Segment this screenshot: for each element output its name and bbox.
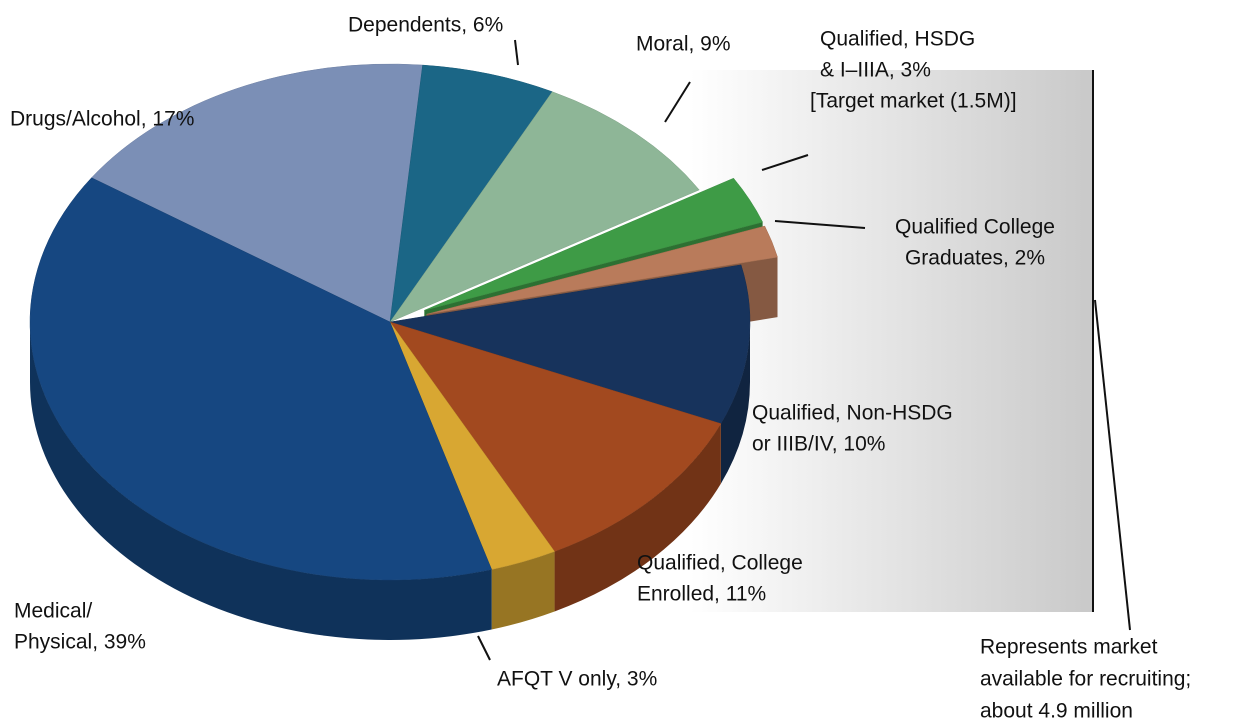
slice [389, 64, 553, 323]
slice [29, 177, 492, 581]
leader-line [514, 39, 519, 66]
leader-line [761, 154, 809, 171]
slice-label: Qualified, HSDG [820, 28, 975, 51]
leader-line [477, 635, 491, 661]
slice-label: [Target market (1.5M)] [810, 90, 1017, 113]
annotation-leader [1094, 299, 1131, 631]
pie-tops [29, 63, 778, 581]
slice [426, 225, 778, 315]
slice [389, 264, 751, 424]
slice-label: Drugs/Alcohol, 17% [10, 108, 194, 131]
slice-label: Medical/ [14, 600, 92, 623]
slice [389, 321, 722, 552]
leader-line [774, 220, 866, 229]
annotation: about 4.9 million [980, 700, 1133, 723]
slice-label: & I–IIIA, 3% [820, 59, 931, 82]
slice-side [720, 322, 750, 484]
leader-line [664, 81, 691, 123]
slice-label: or IIIB/IV, 10% [752, 433, 885, 456]
annotation: Represents market [980, 636, 1158, 659]
slice-side [554, 423, 721, 612]
slice [389, 91, 700, 323]
slice [424, 177, 763, 311]
slice [91, 63, 423, 323]
market-band [690, 70, 1093, 612]
slice-label: Qualified College [895, 216, 1055, 239]
slice-label: Enrolled, 11% [637, 583, 766, 606]
slice-label: Graduates, 2% [905, 247, 1045, 270]
labels: Drugs/Alcohol, 17% Dependents, 6% Moral, 9… [10, 14, 1191, 723]
slice-label: AFQT V only, 3% [497, 668, 657, 691]
annotation: available for recruiting; [980, 668, 1191, 691]
slice-label: Qualified, College [637, 552, 803, 575]
slice-label: Moral, 9% [636, 33, 731, 56]
slice-label: Qualified, Non-HSDG [752, 402, 953, 425]
slice-side [30, 322, 492, 640]
slice-side [491, 551, 555, 630]
slice-label: Physical, 39% [14, 631, 146, 654]
slice-label: Dependents, 6% [348, 14, 503, 37]
